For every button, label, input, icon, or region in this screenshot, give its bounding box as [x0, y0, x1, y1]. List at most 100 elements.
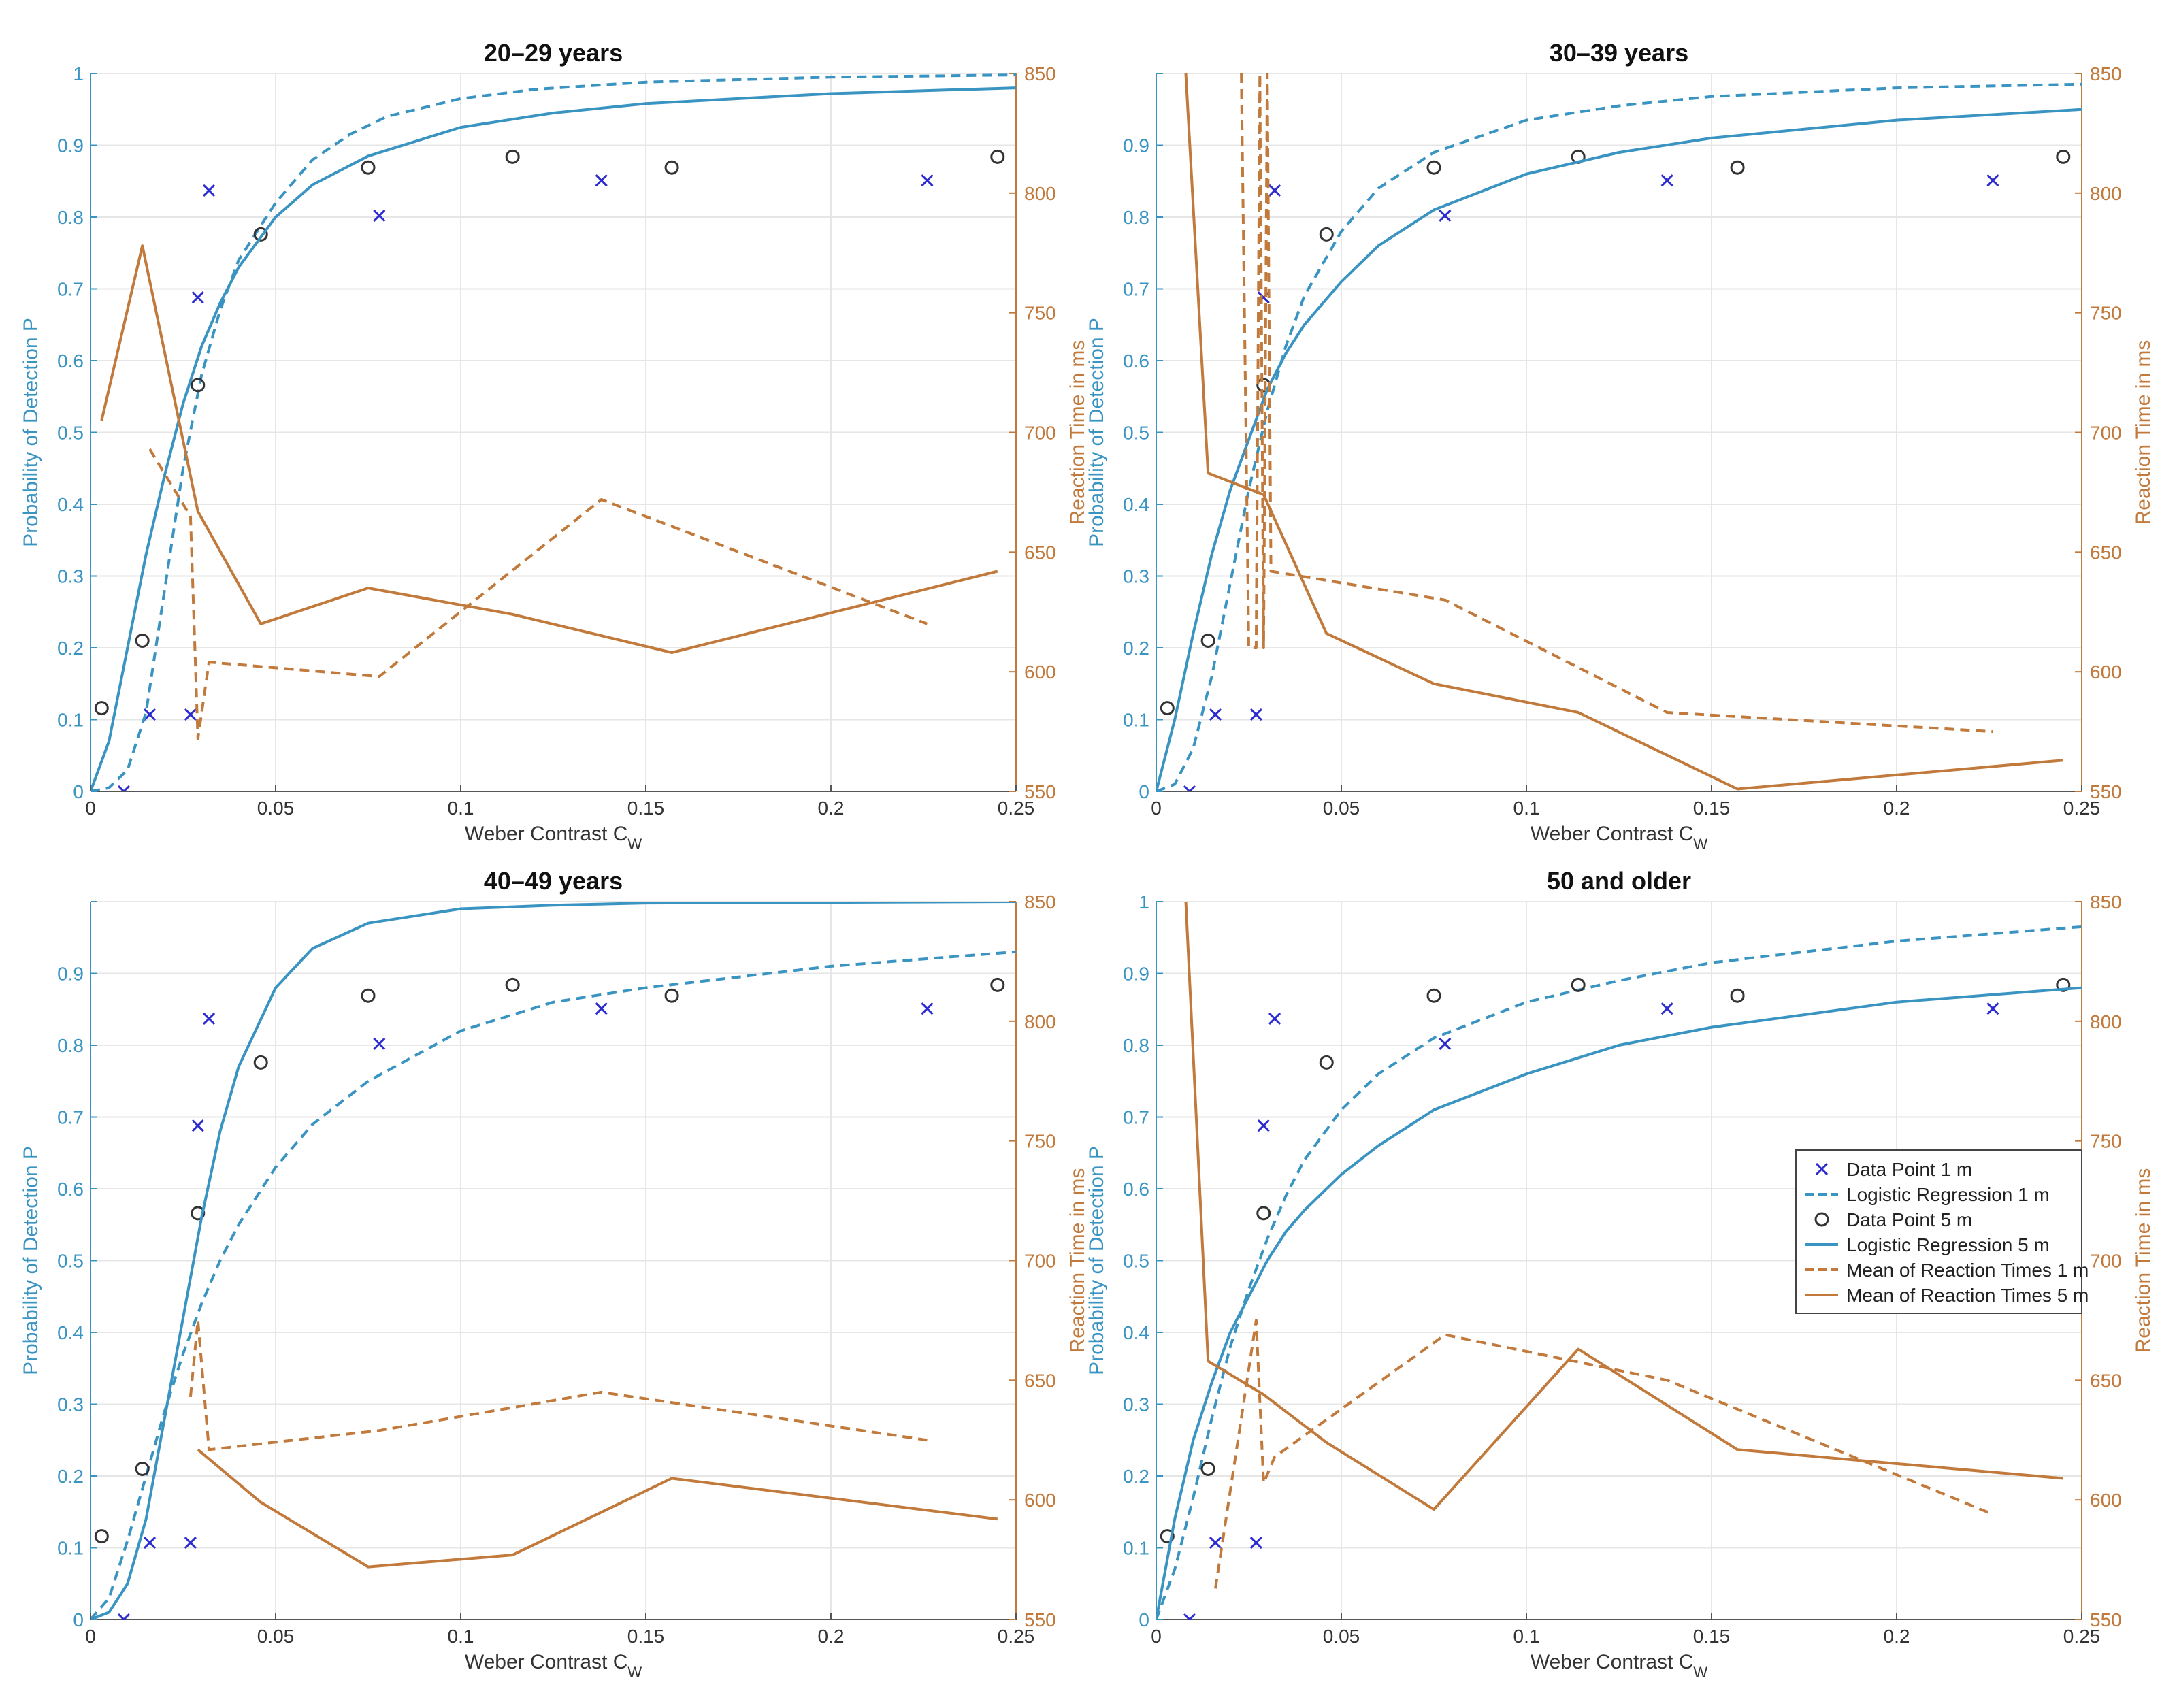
data-point-1m	[191, 1119, 204, 1132]
y-right-tick-label: 700	[1024, 423, 1056, 444]
y-right-tick-label: 550	[1024, 1609, 1056, 1630]
chart-panel-4: 0 0.05 0.1 0.15 0.2 0.25 0 0.1 0.2 0.3 0.4 0.5 0.6 0.…	[1085, 867, 2155, 1681]
y-tick-label: 0.4	[57, 1322, 84, 1343]
x-tick-label: 0	[1151, 798, 1162, 819]
data-point-1m-stroke	[1268, 1012, 1281, 1025]
y-tick-label: 0.8	[57, 207, 84, 228]
y-right-tick-label: 700	[1024, 1251, 1056, 1272]
legend-label: Mean of Reaction Times 5 m	[1846, 1285, 2089, 1306]
y-right-tick-label: 750	[1024, 1131, 1056, 1152]
x-tick-label: 0.05	[1323, 1626, 1360, 1647]
data-point-5m	[253, 227, 268, 242]
y-tick-label: 0.9	[1123, 964, 1149, 985]
y-tick-label: 0.3	[57, 566, 84, 587]
x-tick-label: 0.05	[257, 798, 295, 819]
data-point-1m-stroke	[1209, 1537, 1222, 1549]
y-right-tick-label: 850	[1024, 63, 1056, 84]
data-point-1m-stroke	[184, 1537, 197, 1549]
y-axis-label: Probability of Detection P	[1085, 1146, 1108, 1375]
y-tick-label: 0.2	[1123, 1466, 1149, 1487]
y-tick-label: 0.7	[57, 279, 84, 300]
data-point-1m-stroke	[1660, 174, 1673, 187]
data-point-1m-stroke	[1986, 1002, 1999, 1015]
y-right-tick-label: 550	[2090, 1609, 2122, 1630]
data-point-1m	[595, 174, 608, 187]
data-point-1m	[1986, 1002, 1999, 1015]
data-point-1m-stroke	[1439, 209, 1452, 222]
y-tick-label: 0.3	[57, 1394, 84, 1415]
y-right-tick-label: 550	[2090, 781, 2122, 802]
y-tick-label: 0.9	[57, 135, 84, 157]
legend-item: Data Point 1 m	[1815, 1159, 1972, 1180]
reaction-time-line-1m	[1240, 73, 1993, 734]
x-tick-label: 0.2	[818, 1626, 845, 1647]
data-point-1m-stroke	[143, 708, 157, 721]
y-tick-label: 0.8	[1123, 1035, 1149, 1056]
y-tick-label: 0.7	[57, 1107, 84, 1128]
data-point-1m	[921, 174, 934, 187]
data-point-5m	[1571, 977, 1586, 992]
y-tick-label: 1	[73, 63, 84, 84]
y-tick-label: 0.6	[1123, 1179, 1149, 1200]
legend-label: Data Point 5 m	[1846, 1209, 1972, 1230]
legend-item: Mean of Reaction Times 1 m	[1805, 1260, 2089, 1281]
data-point-5m	[990, 149, 1005, 164]
y-tick-label: 0.6	[1123, 350, 1149, 372]
y-tick-label: 0.7	[1123, 279, 1149, 300]
reaction-time-line-5m	[197, 1448, 998, 1569]
series-group	[1156, 73, 2082, 791]
data-point-1m	[1209, 1537, 1222, 1549]
x-axis-label-sub: W	[1693, 1664, 1707, 1681]
x-tick-label: 0.15	[1693, 1626, 1731, 1647]
data-point-5m	[253, 1055, 268, 1070]
x-axis-label: Weber Contrast CW	[1531, 1651, 1708, 1681]
reaction-time-line-5m	[100, 244, 998, 654]
y-axis-label: Probability of Detection P	[20, 1146, 42, 1375]
data-point-1m-stroke	[1183, 785, 1192, 791]
regression-line-5m	[1156, 108, 2082, 791]
chart-title: 20–29 years	[484, 39, 623, 67]
data-point-1m-stroke	[1439, 1037, 1452, 1050]
data-point-1m	[117, 1613, 131, 1620]
data-point-5m	[1426, 988, 1441, 1003]
data-point-1m	[191, 291, 204, 304]
y-tick-label: 0	[1139, 1609, 1149, 1630]
y-right-tick-label: 550	[1024, 781, 1056, 802]
data-point-1m-stroke	[1183, 1613, 1192, 1620]
y-right-tick-label: 650	[1024, 1370, 1056, 1391]
chart-title: 40–49 years	[484, 867, 623, 895]
data-point-1m-stroke	[203, 1012, 216, 1025]
data-point-1m-stroke	[921, 174, 934, 187]
legend-label: Logistic Regression 5 m	[1846, 1234, 2050, 1255]
chart-title: 50 and older	[1547, 867, 1691, 895]
data-point-1m	[203, 1012, 216, 1025]
series-group	[1156, 902, 2082, 1620]
x-tick-label: 0.1	[1513, 798, 1540, 819]
y-right-tick-label: 800	[2090, 183, 2122, 204]
data-point-1m-stroke	[203, 184, 216, 197]
y-right-tick-label: 700	[2090, 423, 2122, 444]
regression-line-5m	[1156, 986, 2082, 1620]
data-point-5m	[990, 977, 1005, 992]
data-point-5m	[135, 1461, 150, 1476]
y-axis-label: Probability of Detection P	[1085, 318, 1108, 547]
legend: Data Point 1 m Logistic Regression 1 m Dat…	[1795, 1149, 2089, 1314]
y-right-tick-label: 850	[2090, 63, 2122, 84]
data-point-1m	[1257, 1119, 1270, 1132]
y-right-tick-label: 650	[1024, 542, 1056, 563]
data-point-1m-stroke	[373, 1037, 386, 1050]
y-tick-label: 0.5	[57, 423, 84, 444]
data-point-5m	[664, 160, 679, 175]
data-point-1m	[1183, 785, 1196, 791]
y-tick-label: 0.7	[1123, 1107, 1149, 1128]
data-point-1m	[117, 785, 131, 791]
y-right-tick-label: 600	[2090, 1490, 2122, 1511]
y-right-tick-label: 700	[2090, 1251, 2122, 1272]
legend-box	[1795, 1149, 2082, 1314]
y-tick-label: 0.9	[1123, 135, 1149, 157]
data-point-1m-stroke	[1249, 708, 1262, 721]
series-group	[91, 73, 1016, 791]
regression-line-1m	[1156, 82, 2082, 791]
x-axis-label-sub: W	[1693, 836, 1707, 853]
